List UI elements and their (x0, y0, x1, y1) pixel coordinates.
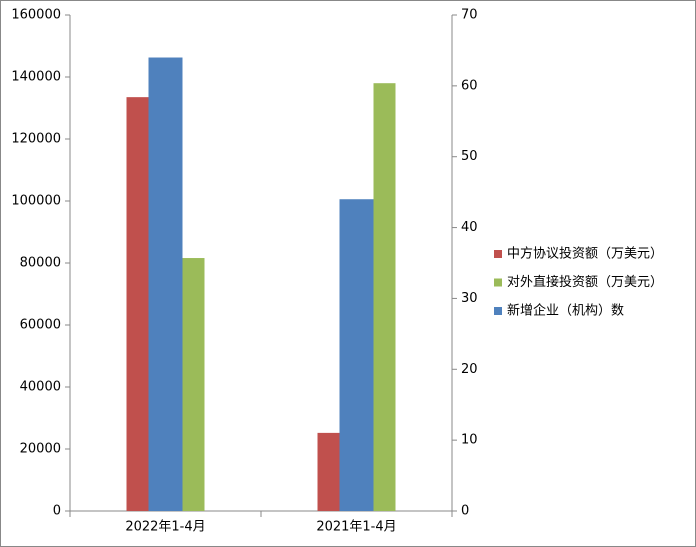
y2-tick-label: 30 (461, 291, 478, 306)
bar (373, 83, 396, 511)
x-tick-label: 2021年1-4月 (316, 520, 396, 535)
bar (182, 258, 205, 511)
legend-swatch (494, 307, 502, 315)
legend-label: 中方协议投资额（万美元） (507, 246, 663, 262)
y-tick-label: 20000 (20, 442, 61, 457)
y-tick-label: 100000 (11, 194, 61, 209)
y2-tick-label: 0 (461, 504, 469, 519)
bar (126, 97, 149, 512)
legend-label: 对外直接投资额（万美元） (507, 274, 663, 290)
bar (339, 199, 374, 511)
bar (317, 432, 340, 511)
y-tick-label: 120000 (11, 132, 61, 147)
x-tick-label: 2022年1-4月 (125, 520, 205, 535)
y2-tick-label: 60 (461, 78, 478, 93)
y-tick-label: 60000 (20, 318, 61, 333)
y-tick-label: 40000 (20, 380, 61, 395)
y-tick-label: 80000 (20, 256, 61, 271)
y-tick-label: 0 (53, 504, 61, 519)
y2-tick-label: 10 (461, 433, 478, 448)
bar (148, 57, 183, 512)
legend-swatch (494, 250, 502, 258)
y2-tick-label: 40 (461, 220, 478, 235)
y2-tick-label: 20 (461, 362, 478, 377)
y-tick-label: 140000 (11, 70, 61, 85)
legend-label: 新增企业（机构）数 (507, 303, 624, 319)
y-tick-label: 160000 (11, 8, 61, 23)
legend-swatch (494, 278, 502, 287)
y2-tick-label: 70 (461, 8, 478, 23)
y2-tick-label: 50 (461, 149, 478, 164)
